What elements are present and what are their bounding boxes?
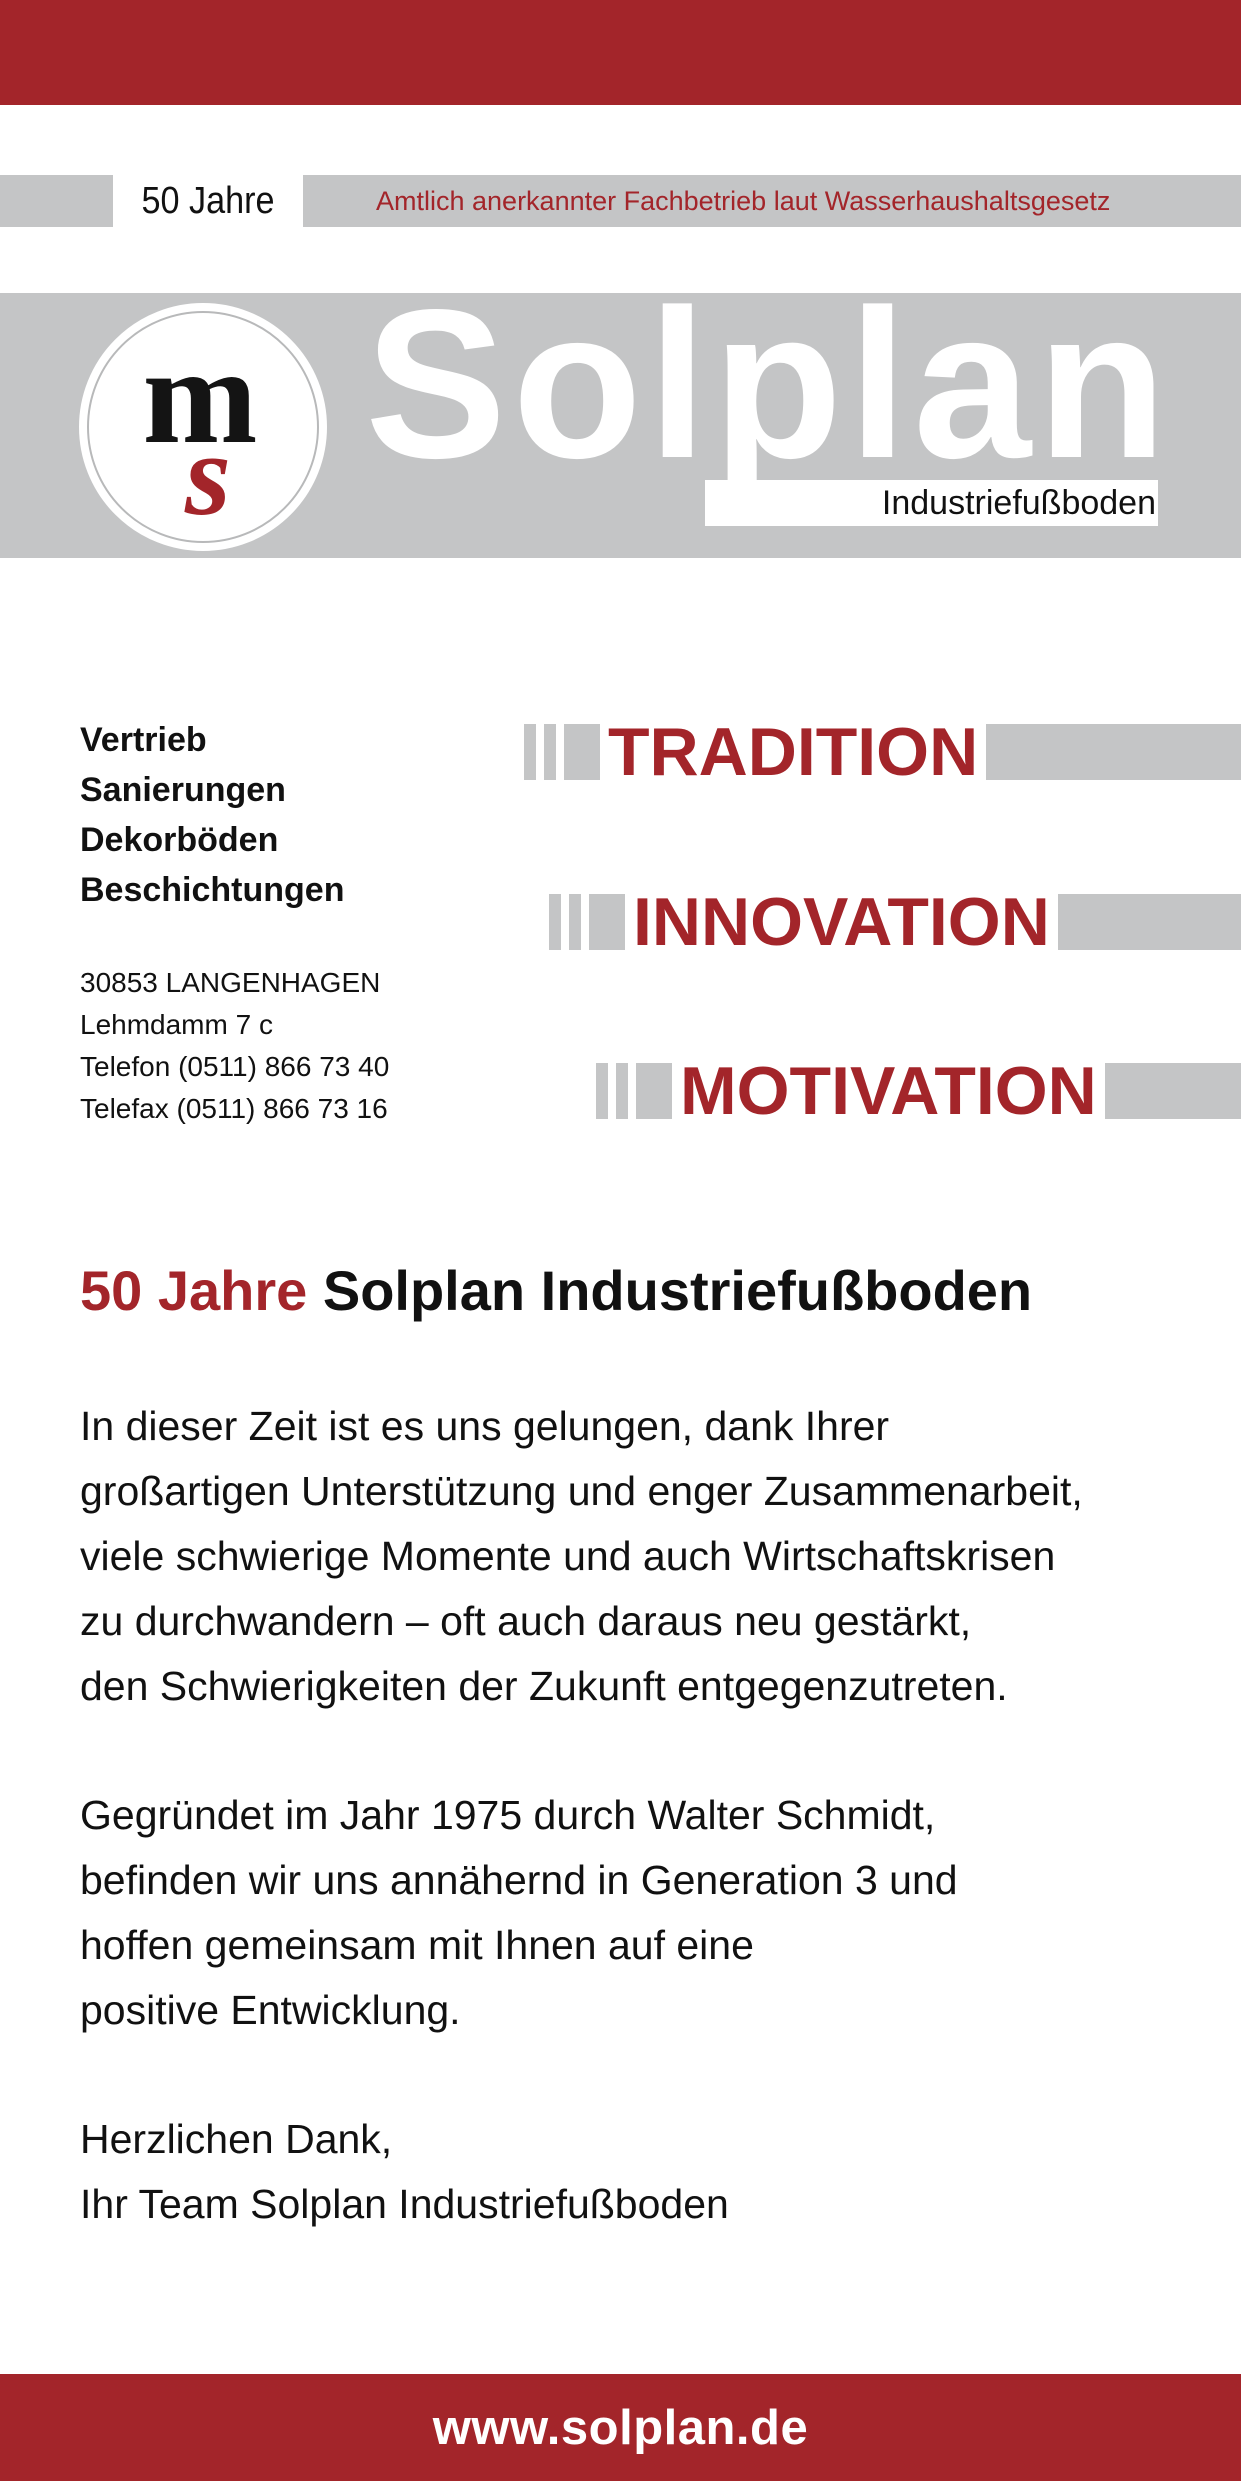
service-item: Beschichtungen xyxy=(80,871,345,909)
monogram-m: m xyxy=(143,319,258,472)
services-list: Vertrieb Sanierungen Dekorböden Beschich… xyxy=(80,715,344,915)
footer-band: www.solplan.de xyxy=(0,2374,1241,2481)
fax-number: Telefax (0511) 866 73 16 xyxy=(80,1093,388,1124)
service-item: Sanierungen xyxy=(80,771,286,809)
motto-stripe xyxy=(636,1063,672,1119)
motto-stripe xyxy=(524,724,536,780)
body-paragraph-2: Gegründet im Jahr 1975 durch Walter Schm… xyxy=(80,1792,958,2033)
body-paragraph-1: In dieser Zeit ist es uns gelungen, dank… xyxy=(80,1403,1083,1709)
certification-text: Amtlich anerkannter Fachbetrieb laut Was… xyxy=(376,185,1111,216)
service-item: Dekorböden xyxy=(80,821,279,859)
motto-tail-bar xyxy=(986,724,1241,780)
brand-subtitle-box xyxy=(705,480,1158,526)
brand-subtitle: Industriefußboden xyxy=(881,483,1156,522)
ms-monogram-logo: m s xyxy=(79,303,327,551)
tagline-bar: Amtlich anerkannter Fachbetrieb laut Was… xyxy=(303,175,1241,227)
motto-word: INNOVATION xyxy=(633,884,1050,960)
motto-tail-bar xyxy=(1057,894,1241,950)
motto-stripe xyxy=(549,894,561,950)
tagline-left-bar xyxy=(0,175,113,227)
years-badge: 50 Jahre xyxy=(141,179,275,222)
website-link[interactable]: www.solplan.de xyxy=(432,2400,809,2455)
headline-rest: Solplan Industriefußboden xyxy=(322,1259,1033,1322)
top-color-band xyxy=(0,0,1241,105)
closing-greeting: Herzlichen Dank, Ihr Team Solplan Indust… xyxy=(80,2116,729,2227)
service-item: Vertrieb xyxy=(80,721,207,759)
motto-stripe xyxy=(569,894,581,950)
motto-row-innovation: INNOVATION xyxy=(549,888,1241,956)
motto-stripe xyxy=(564,724,600,780)
brand-name: Solplan xyxy=(365,265,1173,502)
phone-number: Telefon (0511) 866 73 40 xyxy=(80,1051,390,1082)
motto-stripe xyxy=(616,1063,628,1119)
address-street: Lehmdamm 7 c xyxy=(80,1009,273,1040)
logo-ring xyxy=(87,311,319,543)
monogram-s: s xyxy=(184,409,231,540)
address-city: 30853 LANGENHAGEN xyxy=(80,967,381,998)
motto-stripe xyxy=(544,724,556,780)
contact-address: 30853 LANGENHAGEN Lehmdamm 7 c Telefon (… xyxy=(80,962,389,1130)
headline-accent: 50 Jahre xyxy=(80,1259,308,1322)
motto-word: MOTIVATION xyxy=(680,1053,1097,1129)
page-headline: 50 Jahre Solplan Industriefußboden xyxy=(80,1258,1032,1323)
motto-stripe xyxy=(596,1063,608,1119)
motto-word: TRADITION xyxy=(608,714,979,790)
motto-tail-bar xyxy=(1104,1063,1241,1119)
motto-row-tradition: TRADITION xyxy=(524,718,1241,786)
motto-row-motivation: MOTIVATION xyxy=(596,1057,1241,1125)
motto-stripe xyxy=(589,894,625,950)
